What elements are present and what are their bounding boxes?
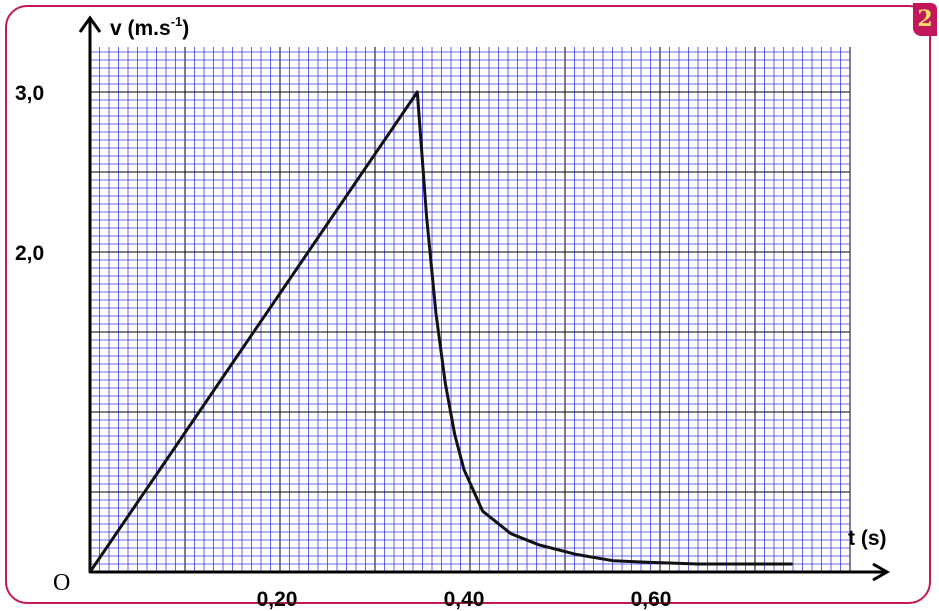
x-axis-arrow bbox=[872, 562, 891, 582]
y-axis-arrow bbox=[78, 15, 102, 33]
axes bbox=[78, 15, 891, 582]
y-axis-label: v (m.s-1) bbox=[110, 14, 189, 40]
x-tick-label: 0,20 bbox=[257, 588, 298, 611]
y-tick-label: 2,0 bbox=[15, 242, 44, 265]
x-tick-label: 0,40 bbox=[444, 588, 485, 611]
data-series bbox=[88, 90, 793, 574]
grid bbox=[89, 47, 851, 573]
origin-label: O bbox=[53, 570, 70, 596]
figure-number-badge: 2 bbox=[913, 3, 937, 36]
series-line-0 bbox=[88, 90, 793, 574]
figure-frame bbox=[5, 5, 931, 604]
x-axis-label: t (s) bbox=[848, 527, 887, 550]
x-tick-label: 0,60 bbox=[631, 588, 672, 611]
y-tick-label: 3,0 bbox=[15, 82, 44, 105]
axis-labels: 0,20 0,40 0,60 2,0 3,0 Ot (s) v (m.s-1) bbox=[15, 14, 887, 611]
